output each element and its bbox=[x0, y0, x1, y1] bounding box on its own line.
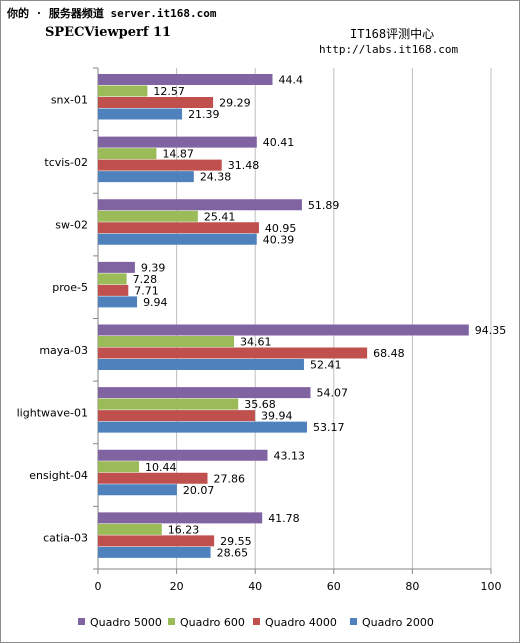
bar bbox=[98, 484, 177, 496]
bar bbox=[98, 336, 235, 347]
lab-url: http://labs.it168.com bbox=[319, 43, 459, 56]
bar bbox=[98, 210, 198, 222]
bar bbox=[98, 324, 469, 336]
data-label: 28.65 bbox=[217, 546, 249, 559]
data-label: 94.35 bbox=[475, 324, 507, 337]
bar bbox=[98, 546, 211, 558]
data-label: 21.39 bbox=[188, 108, 220, 121]
data-label: 27.86 bbox=[213, 472, 245, 485]
category-label: catia-03 bbox=[43, 532, 88, 545]
data-label: 9.94 bbox=[143, 296, 168, 309]
bar bbox=[98, 261, 135, 273]
data-label: 52.41 bbox=[310, 359, 342, 372]
legend-swatch bbox=[350, 618, 357, 625]
bar bbox=[98, 171, 194, 183]
category-label: lightwave-01 bbox=[17, 406, 88, 419]
chart-title: SPECViewperf 11 bbox=[45, 25, 172, 40]
data-label: 16.23 bbox=[168, 523, 200, 536]
bar bbox=[98, 148, 157, 160]
category-label: proe-5 bbox=[52, 281, 88, 294]
bar bbox=[98, 159, 222, 171]
bar bbox=[98, 74, 273, 85]
bar bbox=[98, 387, 311, 399]
bar bbox=[98, 512, 263, 524]
data-label: 7.71 bbox=[134, 284, 159, 297]
data-label: 29.29 bbox=[219, 97, 251, 110]
bar bbox=[98, 347, 368, 359]
data-label: 54.07 bbox=[316, 387, 348, 400]
data-label: 20.07 bbox=[183, 484, 215, 497]
data-label: 31.48 bbox=[228, 159, 260, 172]
category-label: ensight-04 bbox=[29, 469, 88, 482]
bar bbox=[98, 108, 183, 120]
category-label: maya-03 bbox=[39, 344, 88, 357]
bar bbox=[98, 449, 268, 461]
data-label: 29.55 bbox=[220, 535, 252, 548]
bar bbox=[98, 85, 148, 97]
data-label: 68.48 bbox=[373, 347, 405, 360]
bar bbox=[98, 233, 257, 245]
data-label: 14.87 bbox=[162, 148, 194, 161]
data-label: 9.39 bbox=[141, 261, 166, 274]
legend-label: Quadro 2000 bbox=[362, 616, 434, 629]
legend-label: Quadro 4000 bbox=[265, 616, 337, 629]
legend-label: Quadro 5000 bbox=[90, 616, 162, 629]
data-label: 53.17 bbox=[313, 421, 345, 434]
data-label: 40.95 bbox=[265, 222, 297, 235]
legend-swatch bbox=[253, 618, 260, 625]
data-label: 34.61 bbox=[240, 336, 272, 349]
data-label: 44.4 bbox=[278, 74, 303, 87]
data-label: 24.38 bbox=[200, 171, 232, 184]
data-label: 40.41 bbox=[263, 136, 295, 149]
bar bbox=[98, 472, 208, 484]
bar bbox=[98, 398, 239, 410]
x-tick-label: 40 bbox=[248, 580, 262, 593]
bar bbox=[98, 523, 162, 535]
data-label: 41.78 bbox=[268, 512, 300, 525]
bar bbox=[98, 136, 257, 148]
bar bbox=[98, 535, 215, 547]
site-banner: 你的 · 服务器频道 server.it168.com bbox=[7, 7, 217, 20]
data-label: 39.94 bbox=[261, 410, 293, 423]
x-tick-label: 0 bbox=[95, 580, 102, 593]
data-label: 35.68 bbox=[244, 398, 276, 411]
data-label: 25.41 bbox=[204, 210, 236, 223]
category-label: tcvis-02 bbox=[44, 156, 88, 169]
lab-label: IT168评测中心 bbox=[350, 27, 435, 41]
category-label: sw-02 bbox=[55, 219, 88, 232]
x-tick-label: 100 bbox=[481, 580, 502, 593]
bar bbox=[98, 421, 307, 433]
data-label: 43.13 bbox=[274, 449, 306, 462]
bar bbox=[98, 222, 259, 234]
x-tick-label: 80 bbox=[405, 580, 419, 593]
x-tick-label: 20 bbox=[170, 580, 184, 593]
bar bbox=[98, 273, 127, 285]
bar bbox=[98, 296, 138, 308]
bar bbox=[98, 97, 214, 108]
category-label: snx-01 bbox=[51, 93, 88, 106]
data-label: 10.44 bbox=[145, 461, 177, 474]
data-label: 40.39 bbox=[263, 233, 295, 246]
legend-label: Quadro 600 bbox=[180, 616, 245, 629]
data-label: 7.28 bbox=[133, 273, 158, 286]
bar bbox=[98, 284, 129, 296]
data-label: 12.57 bbox=[153, 85, 185, 98]
bar bbox=[98, 461, 140, 473]
legend-swatch bbox=[168, 618, 175, 625]
x-tick-label: 60 bbox=[327, 580, 341, 593]
legend-swatch bbox=[78, 618, 85, 625]
data-label: 51.89 bbox=[308, 199, 340, 212]
bar bbox=[98, 359, 304, 370]
bar bbox=[98, 410, 255, 422]
bar bbox=[98, 199, 302, 211]
